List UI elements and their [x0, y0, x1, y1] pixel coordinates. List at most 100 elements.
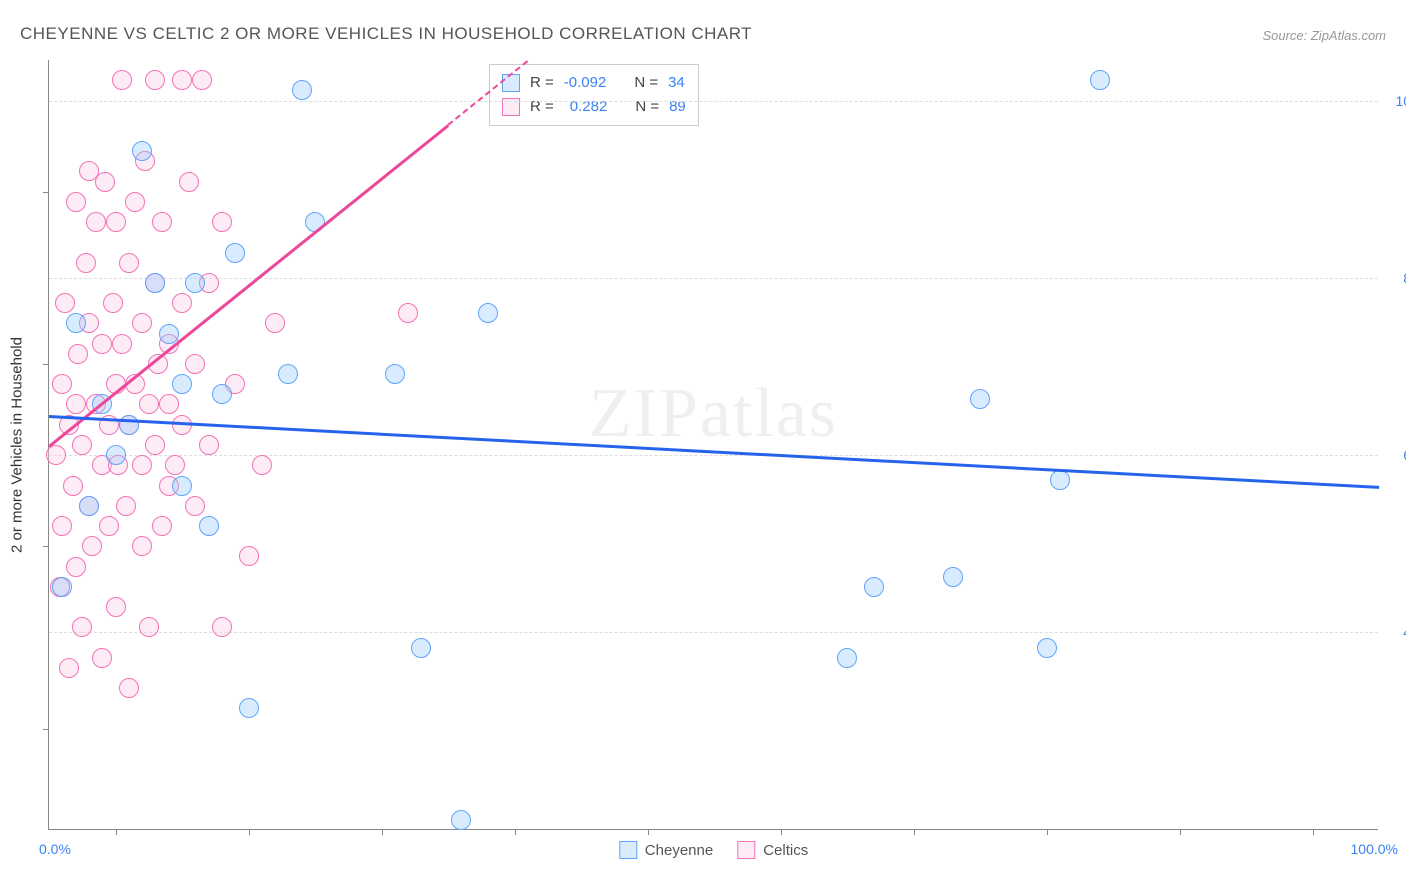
plot-area: 2 or more Vehicles in Household ZIPatlas… [48, 60, 1378, 830]
source-attribution: Source: ZipAtlas.com [1262, 28, 1386, 43]
n-label: N = [634, 71, 658, 95]
cheyenne-point [172, 374, 192, 394]
celtics-point [132, 313, 152, 333]
celtics-point [172, 70, 192, 90]
celtics-point [132, 455, 152, 475]
x-tick-mark [1313, 829, 1314, 835]
celtics-point [52, 516, 72, 536]
cheyenne-point [943, 567, 963, 587]
celtics-point [145, 70, 165, 90]
celtics-point [252, 455, 272, 475]
x-axis-max-label: 100.0% [1351, 841, 1398, 857]
celtics-point [103, 293, 123, 313]
celtics-point [72, 617, 92, 637]
x-tick-mark [1047, 829, 1048, 835]
x-tick-mark [249, 829, 250, 835]
gridline [49, 278, 1378, 279]
cheyenne-point [278, 364, 298, 384]
cheyenne-point [451, 810, 471, 830]
celtics-point [68, 344, 88, 364]
cheyenne-swatch-icon [619, 841, 637, 859]
celtics-point [86, 212, 106, 232]
celtics-point [119, 678, 139, 698]
celtics-point [63, 476, 83, 496]
watermark-zip: ZIP [589, 375, 700, 452]
x-tick-mark [116, 829, 117, 835]
celtics-point [152, 212, 172, 232]
n-label: N = [635, 95, 659, 119]
cheyenne-point [1090, 70, 1110, 90]
celtics-point [92, 334, 112, 354]
cheyenne-point [79, 496, 99, 516]
celtics-point [212, 212, 232, 232]
y-tick-label: 65.0% [1383, 447, 1406, 463]
cheyenne-point [172, 476, 192, 496]
x-tick-mark [1180, 829, 1181, 835]
celtics-point [66, 394, 86, 414]
cheyenne-n-value: 34 [668, 71, 685, 95]
cheyenne-r-value: -0.092 [564, 71, 607, 95]
cheyenne-point [145, 273, 165, 293]
celtics-point [199, 435, 219, 455]
legend-item-cheyenne: Cheyenne [619, 841, 713, 859]
celtics-point [112, 70, 132, 90]
r-label: R = [530, 71, 554, 95]
cheyenne-point [385, 364, 405, 384]
cheyenne-point [411, 638, 431, 658]
celtics-point [116, 496, 136, 516]
celtics-point [95, 172, 115, 192]
x-tick-mark [515, 829, 516, 835]
stats-legend: R = -0.092 N = 34 R = 0.282 N = 89 [489, 64, 699, 126]
celtics-point [119, 253, 139, 273]
cheyenne-point [199, 516, 219, 536]
celtics-point [265, 313, 285, 333]
celtics-point [165, 455, 185, 475]
cheyenne-point [106, 445, 126, 465]
cheyenne-point [478, 303, 498, 323]
celtics-point [92, 648, 112, 668]
celtics-point [59, 658, 79, 678]
gridline [49, 101, 1378, 102]
celtics-r-value: 0.282 [564, 95, 608, 119]
celtics-point [185, 354, 205, 374]
cheyenne-point [970, 389, 990, 409]
cheyenne-point [185, 273, 205, 293]
cheyenne-point [1037, 638, 1057, 658]
celtics-point [112, 334, 132, 354]
celtics-point [76, 253, 96, 273]
celtics-point [398, 303, 418, 323]
cheyenne-point [239, 698, 259, 718]
celtics-point [212, 617, 232, 637]
gridline [49, 632, 1378, 633]
y-tick-mark [43, 364, 49, 365]
watermark-atlas: atlas [700, 375, 838, 452]
celtics-point [239, 546, 259, 566]
celtics-point [185, 496, 205, 516]
x-tick-mark [382, 829, 383, 835]
celtics-point [152, 516, 172, 536]
y-tick-label: 82.5% [1383, 270, 1406, 286]
stats-legend-row-cheyenne: R = -0.092 N = 34 [502, 71, 686, 95]
celtics-point [132, 536, 152, 556]
y-tick-mark [43, 729, 49, 730]
celtics-point [159, 394, 179, 414]
cheyenne-point [864, 577, 884, 597]
celtics-label: Celtics [763, 842, 808, 859]
cheyenne-point [1050, 470, 1070, 490]
x-tick-mark [914, 829, 915, 835]
cheyenne-point [119, 415, 139, 435]
x-tick-mark [648, 829, 649, 835]
y-axis-label: 2 or more Vehicles in Household [9, 337, 26, 553]
cheyenne-point [837, 648, 857, 668]
celtics-point [82, 536, 102, 556]
cheyenne-point [292, 80, 312, 100]
celtics-point [66, 557, 86, 577]
cheyenne-point [212, 384, 232, 404]
y-tick-label: 47.5% [1383, 624, 1406, 640]
cheyenne-point [225, 243, 245, 263]
x-tick-mark [781, 829, 782, 835]
celtics-point [172, 293, 192, 313]
y-tick-mark [43, 546, 49, 547]
celtics-point [66, 192, 86, 212]
series-legend: Cheyenne Celtics [619, 841, 808, 859]
